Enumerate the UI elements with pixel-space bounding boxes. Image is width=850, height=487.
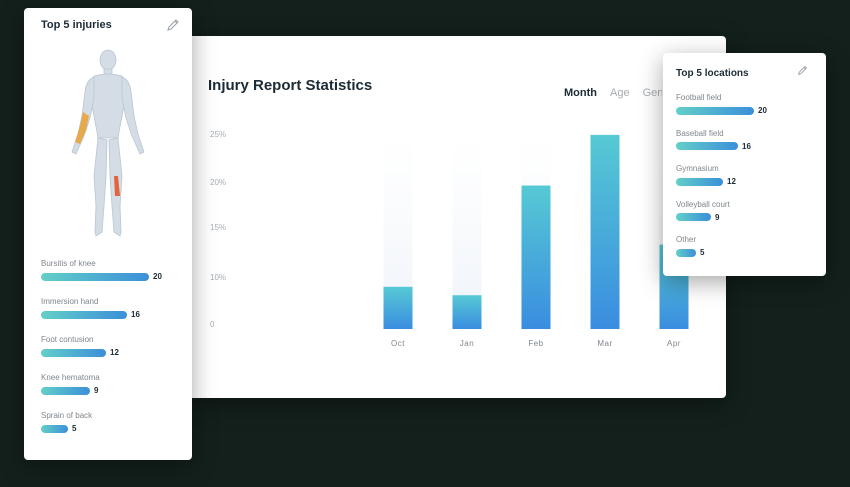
- x-tick-label: Feb: [528, 339, 543, 348]
- y-tick-label: 10%: [210, 273, 226, 282]
- knee-highlight: [114, 176, 120, 196]
- x-tick-label: Oct: [391, 339, 405, 348]
- list-item-bar: [676, 213, 711, 221]
- chart-bar-oct[interactable]: [383, 286, 413, 329]
- list-item-bar: [41, 272, 149, 281]
- list-item-label: Bursitis of knee: [41, 259, 96, 268]
- list-item: Gymnasium 12: [676, 164, 767, 200]
- chart-bar-feb[interactable]: [521, 185, 551, 329]
- list-item: Sprain of back 5: [41, 411, 162, 449]
- list-item-label: Gymnasium: [676, 164, 719, 173]
- list-item-label: Immersion hand: [41, 297, 99, 306]
- tab-month[interactable]: Month: [564, 87, 597, 99]
- list-item-bar: [676, 142, 738, 150]
- list-item-bar: [41, 348, 106, 357]
- list-item-value: 5: [700, 248, 705, 257]
- injuries-list: Bursitis of knee 20 Immersion hand 16 Fo…: [41, 259, 162, 449]
- chart-filter-tabs: Month Age Gender: [564, 83, 662, 101]
- y-tick-label: 0: [210, 320, 215, 329]
- injury-statistics-card: Injury Report Statistics MonthAgeGender …: [188, 36, 726, 398]
- locations-card-title: Top 5 locations: [676, 68, 749, 79]
- arm-highlight: [75, 112, 89, 144]
- list-item-bar: [41, 424, 68, 433]
- list-item: Foot contusion 12: [41, 335, 162, 373]
- list-item-label: Sprain of back: [41, 411, 93, 420]
- pencil-icon[interactable]: [166, 18, 180, 32]
- list-item-label: Knee hematoma: [41, 373, 100, 382]
- list-item-value: 5: [72, 424, 77, 433]
- y-tick-label: 25%: [210, 130, 226, 139]
- list-item-value: 16: [742, 141, 751, 151]
- list-item-value: 9: [715, 212, 720, 222]
- list-item-value: 9: [94, 386, 99, 395]
- x-tick-label: Apr: [667, 339, 681, 348]
- list-item-label: Foot contusion: [41, 335, 94, 344]
- tab-gender[interactable]: Gender: [642, 87, 662, 99]
- list-item: Immersion hand 16: [41, 297, 162, 335]
- locations-list: Football field 20 Baseball field 16 Gymn…: [676, 93, 767, 271]
- list-item-label: Other: [676, 235, 697, 244]
- top-locations-card: Top 5 locations Football field 20 Baseba…: [663, 53, 826, 276]
- chart-bar-mar[interactable]: [590, 134, 620, 329]
- tab-age[interactable]: Age: [609, 87, 630, 99]
- chart-title: Injury Report Statistics: [208, 77, 373, 94]
- list-item-bar: [676, 106, 754, 115]
- list-item-value: 12: [110, 348, 119, 357]
- list-item: Knee hematoma 9: [41, 373, 162, 411]
- pencil-icon[interactable]: [797, 65, 808, 76]
- list-item-bar: [41, 310, 127, 319]
- list-item-value: 20: [153, 272, 162, 281]
- list-item: Baseball field 16: [676, 129, 767, 165]
- list-item-bar: [676, 177, 723, 186]
- top-injuries-card: Top 5 injuries Bursitis of knee 20 Immer…: [24, 8, 192, 460]
- list-item-value: 16: [131, 310, 140, 319]
- y-tick-label: 20%: [210, 178, 226, 187]
- list-item: Bursitis of knee 20: [41, 259, 162, 297]
- injury-bar-chart: 25% 20% 15% 10% 0 Oct Jan Feb Mar Apr: [210, 130, 689, 348]
- list-item-label: Football field: [676, 93, 722, 102]
- list-item-label: Baseball field: [676, 128, 724, 138]
- list-item: Volleyball court 9: [676, 200, 767, 236]
- list-item: Other 5: [676, 235, 767, 271]
- list-item-value: 20: [758, 106, 767, 115]
- list-item-bar: [41, 386, 90, 395]
- list-item-bar: [676, 248, 696, 257]
- x-tick-label: Mar: [597, 339, 612, 348]
- list-item-value: 12: [727, 177, 736, 186]
- y-tick-label: 15%: [210, 223, 226, 232]
- chart-bar-jan[interactable]: [452, 295, 482, 329]
- injuries-card-title: Top 5 injuries: [41, 19, 112, 31]
- x-tick-label: Jan: [460, 339, 474, 348]
- list-item-label: Volleyball court: [676, 199, 730, 209]
- list-item: Football field 20: [676, 93, 767, 129]
- human-body-icon: [71, 49, 145, 237]
